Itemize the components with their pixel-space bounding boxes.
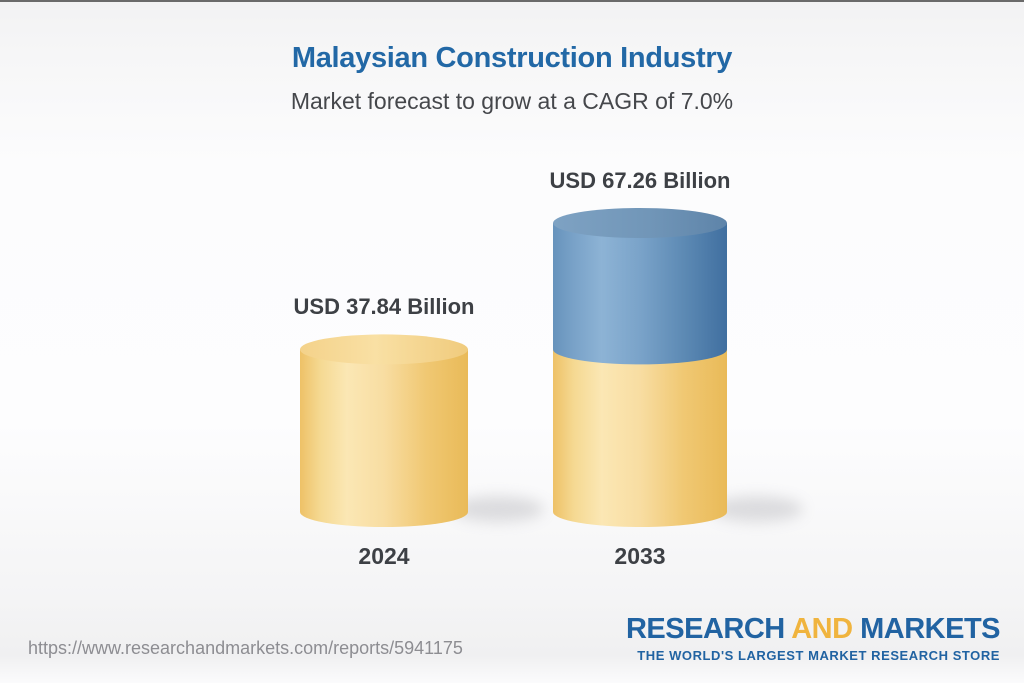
cylinder-top-cap-2033	[553, 208, 727, 238]
cylinder-segment-2024-base-value-2024	[300, 349, 468, 527]
chart-title: Malaysian Construction Industry	[291, 42, 733, 74]
researchandmarkets-logo: RESEARCH AND MARKETS THE WORLD'S LARGEST…	[625, 613, 1001, 663]
cylinder-shadow-2033	[711, 496, 803, 522]
cylinder-segment-forecast-growth-to-2033-2033	[553, 223, 727, 365]
chart-subtitle: Market forecast to grow at a CAGR of 7.0…	[290, 88, 734, 114]
top-border-line	[0, 0, 1024, 2]
cylinder-segment-2024-base-value-2033	[553, 349, 727, 527]
logo-word-and: AND	[791, 613, 853, 645]
bar-value-label-2024: USD 37.84 Billion	[293, 294, 475, 320]
source-url: https://www.researchandmarkets.com/repor…	[28, 638, 463, 658]
bar-value-label-2033: USD 67.26 Billion	[549, 168, 731, 193]
bar-year-label-2033: 2033	[614, 543, 666, 569]
logo-word-markets: MARKETS	[860, 613, 1000, 645]
bar-year-label-2024: 2024	[358, 543, 410, 569]
logo-word-research: RESEARCH	[625, 613, 785, 645]
cylinder-top-cap-2024	[300, 334, 468, 365]
logo-wordmark: RESEARCH AND MARKETS	[625, 613, 1001, 646]
logo-tagline: THE WORLD'S LARGEST MARKET RESEARCH STOR…	[637, 647, 1000, 663]
cylinder-shadow-2024	[452, 496, 544, 522]
